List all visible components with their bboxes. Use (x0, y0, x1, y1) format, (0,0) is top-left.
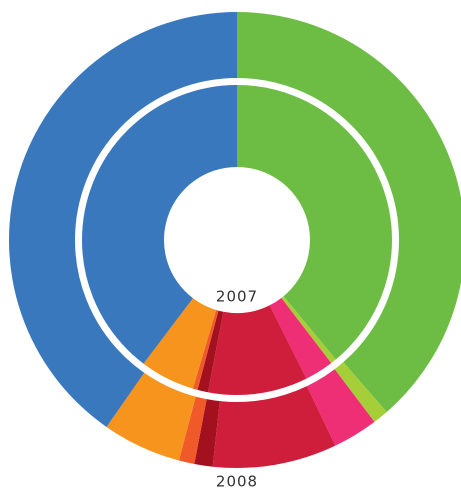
donut-segment (269, 297, 334, 382)
donut-segment (191, 309, 219, 393)
donut-segment (106, 369, 197, 461)
donut-segment (178, 392, 208, 464)
donut-segment (79, 82, 237, 367)
inner-ring-label: 2007 (216, 288, 258, 306)
donut-segment (305, 366, 375, 446)
donut-segment (207, 305, 308, 398)
donut-segment (332, 359, 387, 422)
donut-segment (237, 12, 461, 412)
donut-segment (194, 395, 221, 467)
outer-ring-label: 2008 (216, 473, 258, 489)
donut-segment (196, 310, 224, 396)
ring-separator (75, 78, 399, 402)
rings (9, 12, 461, 469)
donut-segment (212, 382, 336, 469)
donut-segment (9, 12, 238, 427)
donut-segment (141, 298, 217, 392)
donut-segment (281, 296, 338, 366)
donut-segment (237, 82, 395, 362)
